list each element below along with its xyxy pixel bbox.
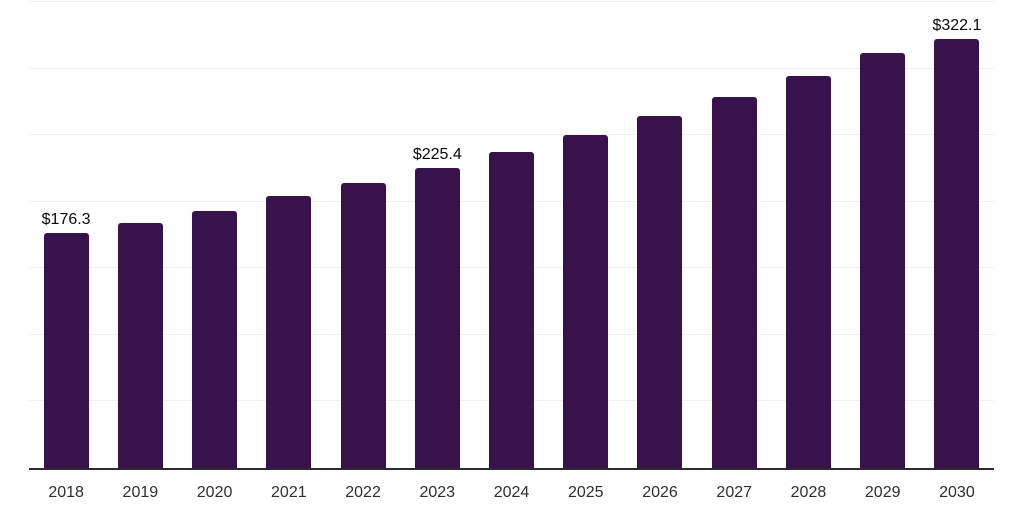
bar-slot-2019	[103, 0, 177, 468]
x-axis: 2018 2019 2020 2021 2022 2023 2024 2025 2026 2027…	[29, 470, 994, 502]
bar-2021	[266, 196, 312, 468]
bar-slot-2021	[252, 0, 326, 468]
plot-area: $176.3 $225.4 $322.1	[29, 0, 994, 470]
bar-2030	[934, 39, 980, 468]
value-label-2018: $176.3	[41, 211, 91, 229]
x-tick-label-2028: 2028	[790, 484, 827, 501]
x-tick-label-2019: 2019	[122, 484, 159, 501]
gridline-300	[29, 67, 994, 69]
bar-2023	[414, 167, 460, 468]
bars-container: $176.3 $225.4 $322.1	[29, 0, 994, 468]
bar-slot-2023: $225.4	[400, 0, 474, 468]
x-tick-label-2029: 2029	[864, 484, 901, 501]
bar-slot-2028	[771, 0, 845, 468]
bar-slot-2026	[623, 0, 697, 468]
bar-2027	[711, 97, 757, 468]
bar-2025	[563, 135, 609, 468]
x-tick-label-2027: 2027	[716, 484, 753, 501]
x-tick-label-2021: 2021	[271, 484, 307, 501]
bar-2024	[489, 151, 535, 468]
gridline-350	[29, 1, 994, 2]
x-tick-label-2025: 2025	[567, 484, 604, 501]
x-tick-label-2022: 2022	[345, 484, 381, 501]
x-tick-label-2018: 2018	[48, 484, 84, 501]
bar-slot-2029	[846, 0, 920, 468]
value-label-2030: $322.1	[932, 17, 982, 35]
x-tick-label-2024: 2024	[493, 484, 530, 501]
bar-2019	[117, 222, 163, 468]
bar-slot-2018: $176.3	[29, 0, 103, 468]
bar-slot-2025	[549, 0, 623, 468]
x-tick-label-2023: 2023	[419, 484, 456, 501]
bar-2029	[860, 52, 906, 468]
gridline-250	[29, 134, 994, 136]
bar-slot-2024	[474, 0, 548, 468]
value-label-2023: $225.4	[412, 145, 462, 163]
x-tick-label-2020: 2020	[196, 484, 233, 501]
x-tick-label-2030: 2030	[939, 484, 975, 501]
bar-slot-2022	[326, 0, 400, 468]
bar-2018	[43, 233, 89, 468]
bar-2020	[192, 210, 238, 468]
bar-slot-2030: $322.1	[920, 0, 994, 468]
bar-2022	[340, 183, 386, 468]
bar-slot-2020	[177, 0, 251, 468]
bar-slot-2027	[697, 0, 771, 468]
bar-2028	[785, 75, 831, 468]
x-tick-label-2026: 2026	[642, 484, 678, 501]
bar-2026	[637, 116, 683, 468]
